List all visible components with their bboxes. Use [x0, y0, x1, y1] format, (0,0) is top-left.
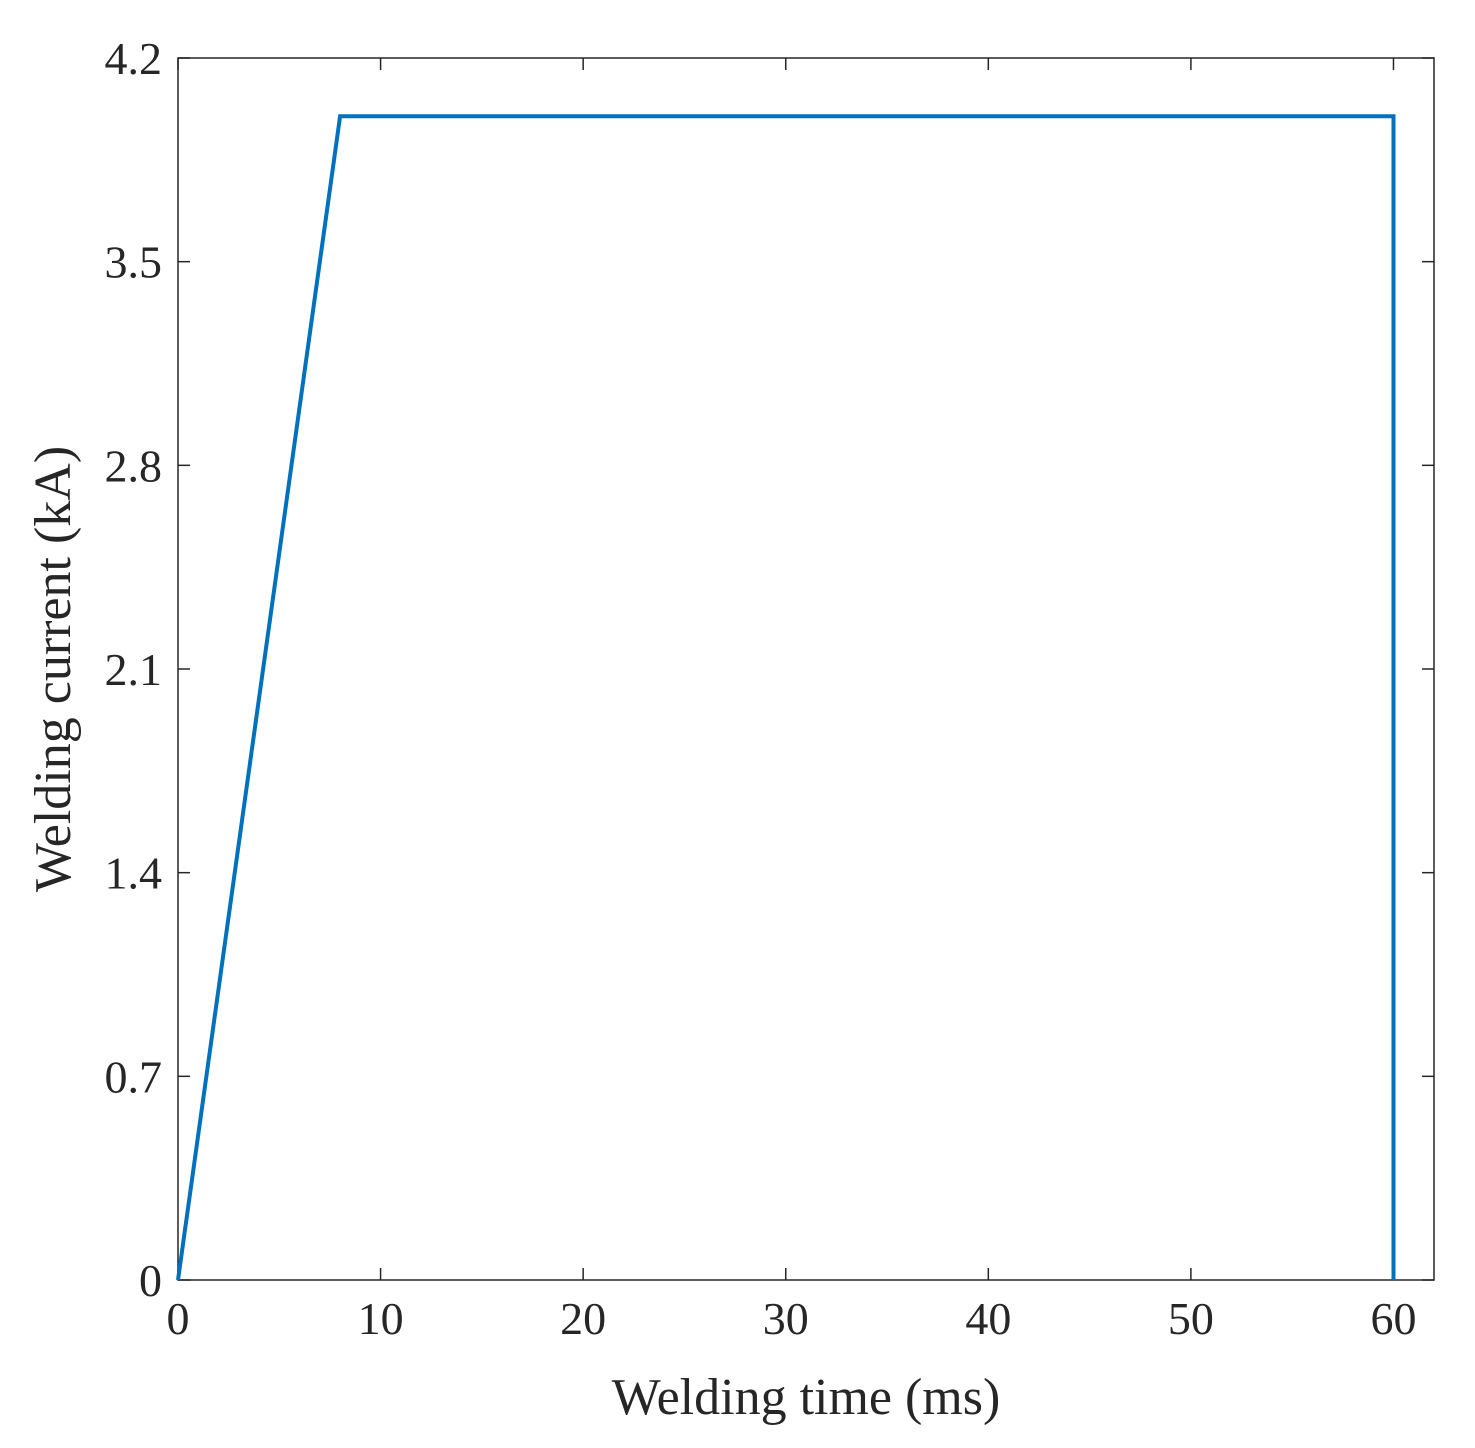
y-tick-label: 0: [139, 1255, 162, 1306]
x-tick-label: 50: [1168, 1293, 1214, 1344]
x-tick-label: 0: [167, 1293, 190, 1344]
series-line: [176, 114, 1396, 1281]
x-tick-label: 10: [358, 1293, 404, 1344]
x-tick-label: 60: [1370, 1293, 1416, 1344]
y-tick-label: 3.5: [105, 237, 163, 288]
plot-box: [177, 57, 1435, 1281]
y-tick-label: 4.2: [105, 33, 163, 84]
x-tick-label: 20: [560, 1293, 606, 1344]
y-tick-label: 2.1: [105, 644, 163, 695]
y-tick-label: 2.8: [105, 440, 163, 491]
x-tick-label: 30: [763, 1293, 809, 1344]
series-layer: [176, 114, 1396, 1281]
tick-labels: 0 10 20 30 40 50 60 0 0.7 1.4 2.1 2.8 3.5 4.2: [105, 33, 1417, 1344]
y-tick-label: 1.4: [105, 848, 163, 899]
x-axis-title: Welding time (ms): [612, 1369, 1001, 1426]
y-tick-label: 0.7: [105, 1051, 163, 1102]
y-axis-title: Welding current (kA): [25, 446, 82, 892]
x-tick-label: 40: [965, 1293, 1011, 1344]
plot-frame: [177, 57, 1435, 1281]
